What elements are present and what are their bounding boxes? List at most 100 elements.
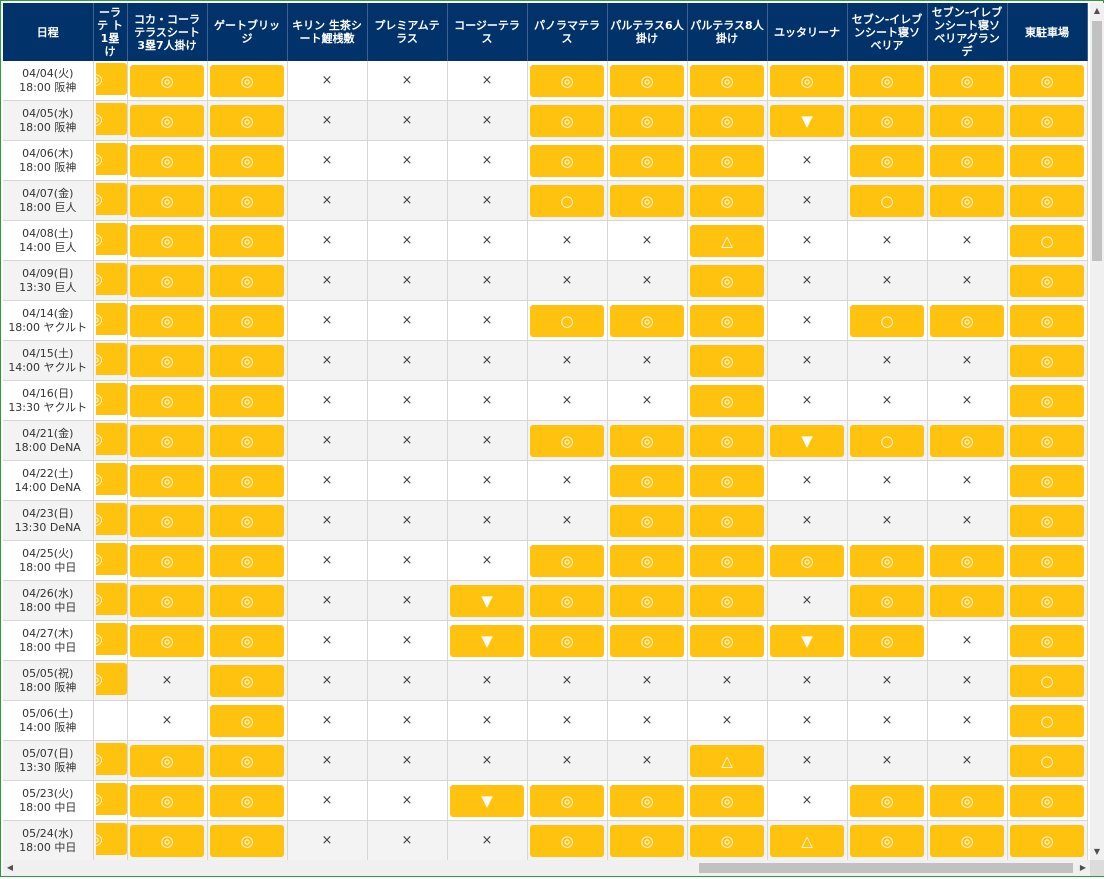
availability-button-double-circle-icon[interactable]: ◎ xyxy=(1010,184,1084,217)
availability-button-double-circle-icon[interactable]: ◎ xyxy=(610,824,684,857)
availability-button-double-circle-icon[interactable]: ◎ xyxy=(1010,304,1084,337)
availability-button-circle-icon[interactable]: ○ xyxy=(530,304,604,337)
scroll-right-arrow-icon[interactable]: ▶ xyxy=(1079,863,1087,872)
availability-button-double-circle-icon[interactable]: ◎ xyxy=(690,384,764,417)
availability-button-double-circle-icon[interactable]: ◎ xyxy=(130,184,204,217)
availability-button-circle-icon[interactable]: ○ xyxy=(850,424,924,457)
availability-button-double-circle-icon[interactable]: ◎ xyxy=(1010,624,1084,657)
availability-button-double-circle-icon[interactable]: ◎ xyxy=(1010,584,1084,617)
availability-button-double-circle-icon[interactable]: ◎ xyxy=(95,823,127,855)
availability-button-double-circle-icon[interactable]: ◎ xyxy=(690,304,764,337)
availability-button-double-circle-icon[interactable]: ◎ xyxy=(690,184,764,217)
availability-button-circle-icon[interactable]: ○ xyxy=(850,184,924,217)
availability-button-double-circle-icon[interactable]: ◎ xyxy=(530,544,604,577)
availability-button-triangle-icon[interactable]: △ xyxy=(690,744,764,777)
availability-button-double-circle-icon[interactable]: ◎ xyxy=(610,584,684,617)
availability-button-double-circle-icon[interactable]: ◎ xyxy=(95,223,127,255)
table-viewport[interactable]: 日程 ーラテ ト 1塁 けコカ・コーラテラスシート 3塁7人掛け ゲートブリッジ キリ… xyxy=(3,3,1090,860)
availability-button-double-circle-icon[interactable]: ◎ xyxy=(95,183,127,215)
availability-button-double-circle-icon[interactable]: ◎ xyxy=(690,264,764,297)
availability-button-double-circle-icon[interactable]: ◎ xyxy=(130,464,204,497)
availability-button-double-circle-icon[interactable]: ◎ xyxy=(210,264,284,297)
availability-button-double-circle-icon[interactable]: ◎ xyxy=(1010,264,1084,297)
availability-button-double-circle-icon[interactable]: ◎ xyxy=(130,584,204,617)
availability-button-double-circle-icon[interactable]: ◎ xyxy=(95,663,127,695)
availability-button-double-circle-icon[interactable]: ◎ xyxy=(770,544,844,577)
availability-button-double-circle-icon[interactable]: ◎ xyxy=(530,824,604,857)
scroll-down-arrow-icon[interactable]: ▼ xyxy=(1093,847,1101,856)
availability-button-double-circle-icon[interactable]: ◎ xyxy=(210,224,284,257)
availability-button-double-circle-icon[interactable]: ◎ xyxy=(130,224,204,257)
availability-button-double-circle-icon[interactable]: ◎ xyxy=(690,544,764,577)
availability-button-double-circle-icon[interactable]: ◎ xyxy=(930,424,1004,457)
availability-button-double-circle-icon[interactable]: ◎ xyxy=(530,584,604,617)
availability-button-double-circle-icon[interactable]: ◎ xyxy=(1010,344,1084,377)
availability-button-double-circle-icon[interactable]: ◎ xyxy=(850,544,924,577)
availability-button-double-circle-icon[interactable]: ◎ xyxy=(1010,104,1084,137)
availability-button-double-circle-icon[interactable]: ◎ xyxy=(210,664,284,697)
availability-button-double-circle-icon[interactable]: ◎ xyxy=(130,504,204,537)
availability-button-double-circle-icon[interactable]: ◎ xyxy=(610,784,684,817)
availability-button-double-circle-icon[interactable]: ◎ xyxy=(130,624,204,657)
availability-button-double-circle-icon[interactable]: ◎ xyxy=(130,784,204,817)
availability-button-double-circle-icon[interactable]: ◎ xyxy=(1010,384,1084,417)
availability-button-double-circle-icon[interactable]: ◎ xyxy=(130,144,204,177)
availability-button-double-circle-icon[interactable]: ◎ xyxy=(130,424,204,457)
availability-button-double-circle-icon[interactable]: ◎ xyxy=(210,384,284,417)
availability-button-double-circle-icon[interactable]: ◎ xyxy=(930,104,1004,137)
availability-button-double-circle-icon[interactable]: ◎ xyxy=(850,784,924,817)
availability-button-double-circle-icon[interactable]: ◎ xyxy=(130,64,204,97)
availability-button-double-circle-icon[interactable]: ◎ xyxy=(130,104,204,137)
availability-button-double-circle-icon[interactable]: ◎ xyxy=(930,144,1004,177)
availability-button-double-circle-icon[interactable]: ◎ xyxy=(95,143,127,175)
availability-button-double-circle-icon[interactable]: ◎ xyxy=(850,624,924,657)
scroll-left-arrow-icon[interactable]: ◀ xyxy=(6,863,14,872)
availability-button-double-circle-icon[interactable]: ◎ xyxy=(610,504,684,537)
availability-button-double-circle-icon[interactable]: ◎ xyxy=(530,104,604,137)
availability-button-double-circle-icon[interactable]: ◎ xyxy=(690,504,764,537)
availability-button-double-circle-icon[interactable]: ◎ xyxy=(130,344,204,377)
availability-button-double-circle-icon[interactable]: ◎ xyxy=(850,144,924,177)
availability-button-double-circle-icon[interactable]: ◎ xyxy=(610,544,684,577)
availability-button-double-circle-icon[interactable]: ◎ xyxy=(530,624,604,657)
availability-button-circle-icon[interactable]: ○ xyxy=(1010,704,1084,737)
scroll-up-arrow-icon[interactable]: ▲ xyxy=(1093,6,1101,15)
availability-button-double-circle-icon[interactable]: ◎ xyxy=(690,424,764,457)
availability-button-double-circle-icon[interactable]: ◎ xyxy=(610,144,684,177)
availability-button-double-circle-icon[interactable]: ◎ xyxy=(610,624,684,657)
availability-button-double-circle-icon[interactable]: ◎ xyxy=(130,384,204,417)
availability-button-double-circle-icon[interactable]: ◎ xyxy=(1010,544,1084,577)
availability-button-triangle-icon[interactable]: △ xyxy=(690,224,764,257)
availability-button-double-circle-icon[interactable]: ◎ xyxy=(210,344,284,377)
availability-button-double-circle-icon[interactable]: ◎ xyxy=(95,103,127,135)
availability-button-circle-icon[interactable]: ○ xyxy=(1010,224,1084,257)
horizontal-scroll-thumb[interactable] xyxy=(699,863,1073,873)
availability-button-double-circle-icon[interactable]: ◎ xyxy=(850,104,924,137)
availability-button-double-circle-icon[interactable]: ◎ xyxy=(210,824,284,857)
availability-button-double-circle-icon[interactable]: ◎ xyxy=(690,584,764,617)
availability-button-double-circle-icon[interactable]: ◎ xyxy=(210,784,284,817)
availability-button-double-circle-icon[interactable]: ◎ xyxy=(930,824,1004,857)
availability-button-double-circle-icon[interactable]: ◎ xyxy=(690,104,764,137)
availability-button-double-circle-icon[interactable]: ◎ xyxy=(130,744,204,777)
availability-button-double-circle-icon[interactable]: ◎ xyxy=(610,424,684,457)
availability-button-double-circle-icon[interactable]: ◎ xyxy=(530,424,604,457)
availability-button-double-circle-icon[interactable]: ◎ xyxy=(930,784,1004,817)
availability-button-double-circle-icon[interactable]: ◎ xyxy=(210,584,284,617)
availability-button-double-circle-icon[interactable]: ◎ xyxy=(95,743,127,775)
availability-button-double-circle-icon[interactable]: ◎ xyxy=(1010,784,1084,817)
availability-button-double-circle-icon[interactable]: ◎ xyxy=(210,64,284,97)
availability-button-double-circle-icon[interactable]: ◎ xyxy=(530,784,604,817)
availability-button-double-circle-icon[interactable]: ◎ xyxy=(1010,64,1084,97)
availability-button-double-circle-icon[interactable]: ◎ xyxy=(95,383,127,415)
availability-button-down-triangle-icon[interactable]: ▼ xyxy=(770,624,844,657)
availability-button-double-circle-icon[interactable]: ◎ xyxy=(930,544,1004,577)
availability-button-double-circle-icon[interactable]: ◎ xyxy=(210,144,284,177)
availability-button-double-circle-icon[interactable]: ◎ xyxy=(850,584,924,617)
availability-button-double-circle-icon[interactable]: ◎ xyxy=(930,184,1004,217)
availability-button-double-circle-icon[interactable]: ◎ xyxy=(690,624,764,657)
availability-button-double-circle-icon[interactable]: ◎ xyxy=(210,544,284,577)
availability-button-double-circle-icon[interactable]: ◎ xyxy=(210,304,284,337)
availability-button-double-circle-icon[interactable]: ◎ xyxy=(130,264,204,297)
availability-button-double-circle-icon[interactable]: ◎ xyxy=(690,344,764,377)
